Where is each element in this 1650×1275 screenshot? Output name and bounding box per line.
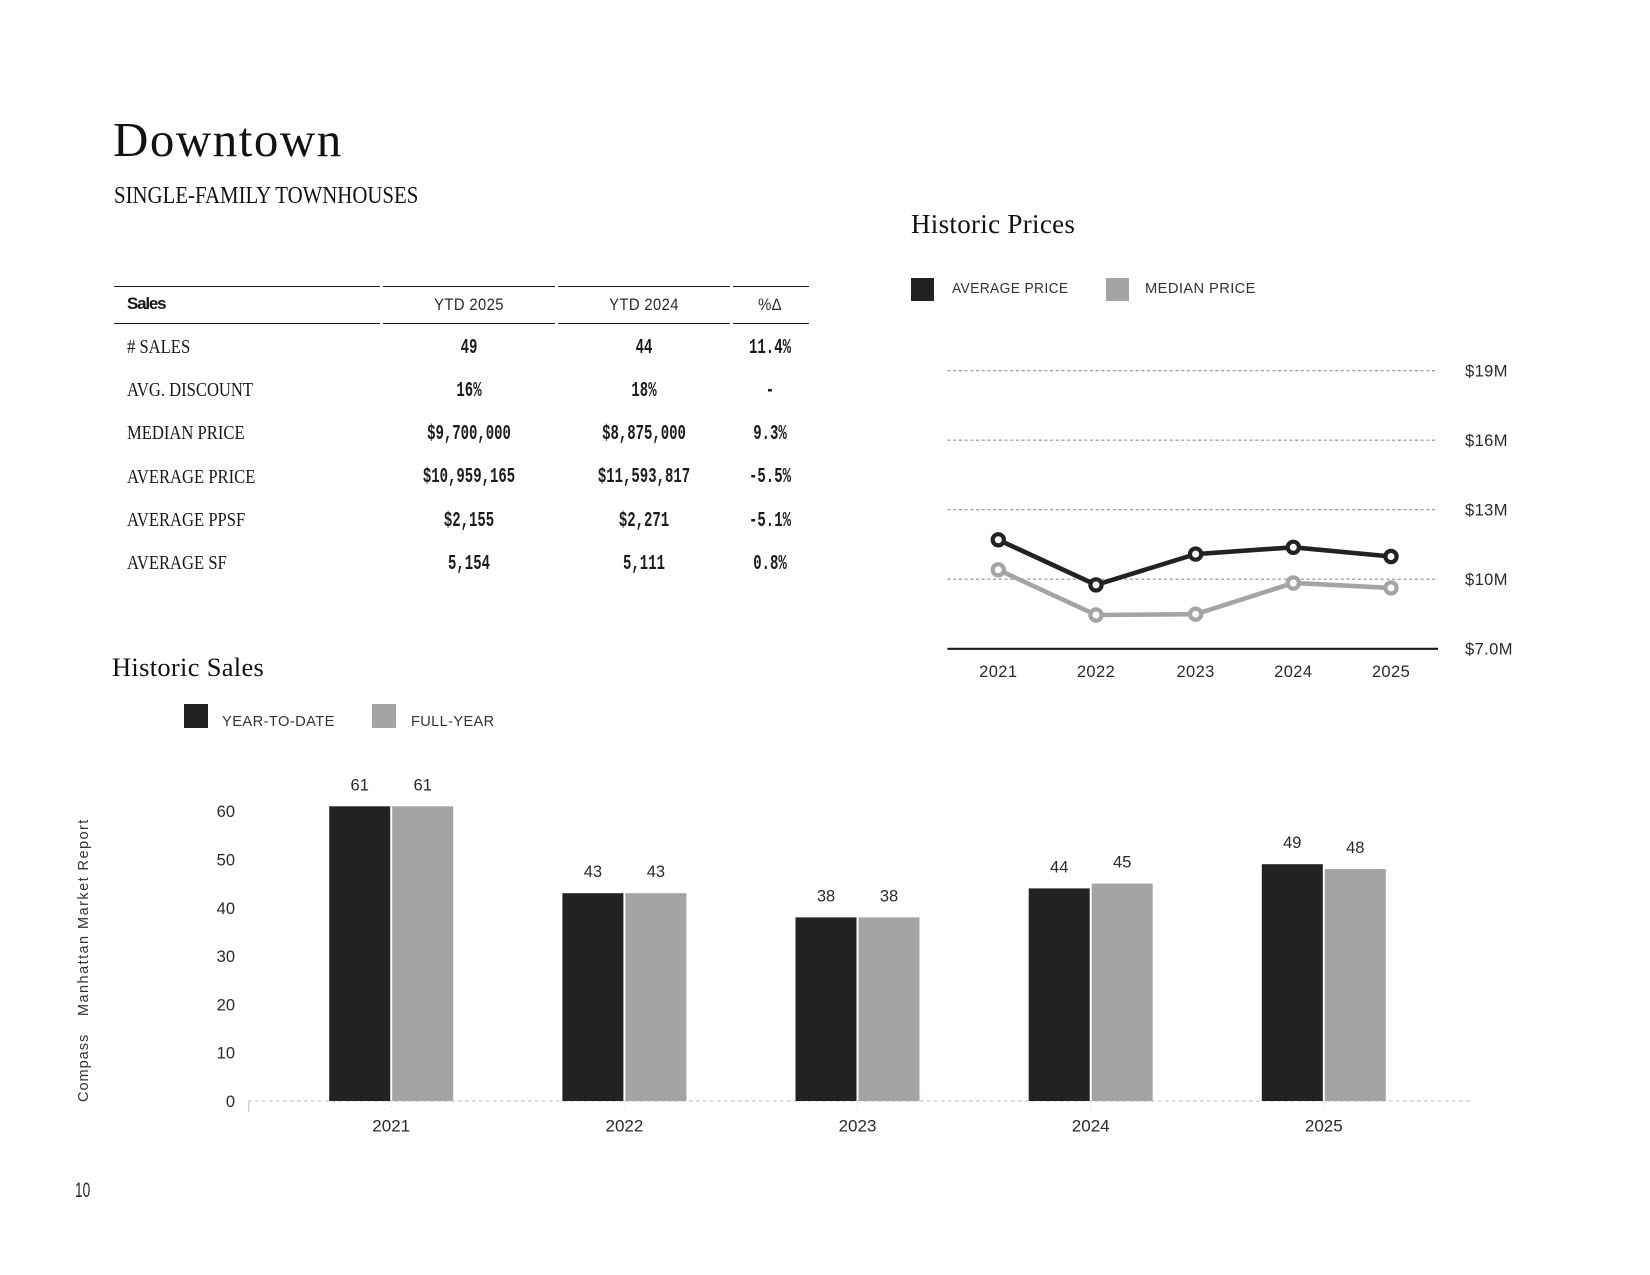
svg-text:50: 50 <box>217 852 235 870</box>
svg-text:61: 61 <box>414 776 432 794</box>
svg-text:30: 30 <box>217 948 235 966</box>
svg-text:2022: 2022 <box>1077 663 1115 681</box>
svg-text:43: 43 <box>584 863 602 881</box>
svg-text:49: 49 <box>1283 834 1301 852</box>
svg-text:44: 44 <box>1050 858 1068 876</box>
svg-text:38: 38 <box>817 887 835 905</box>
svg-text:20: 20 <box>217 996 235 1014</box>
svg-text:2025: 2025 <box>1305 1117 1343 1136</box>
svg-text:2022: 2022 <box>605 1117 643 1136</box>
svg-text:60: 60 <box>217 803 235 821</box>
svg-text:2023: 2023 <box>1176 663 1214 681</box>
svg-text:45: 45 <box>1113 854 1131 872</box>
svg-text:38: 38 <box>880 887 898 905</box>
svg-text:2021: 2021 <box>979 663 1017 681</box>
svg-text:40: 40 <box>217 900 235 918</box>
svg-text:$19M: $19M <box>1465 363 1508 381</box>
svg-text:2024: 2024 <box>1072 1117 1110 1136</box>
svg-text:2021: 2021 <box>372 1117 410 1136</box>
svg-text:$16M: $16M <box>1465 432 1508 450</box>
svg-text:61: 61 <box>351 776 369 794</box>
svg-text:$13M: $13M <box>1465 502 1508 520</box>
svg-text:0: 0 <box>226 1093 235 1111</box>
svg-text:2025: 2025 <box>1372 663 1410 681</box>
svg-text:$7.0M: $7.0M <box>1465 641 1513 659</box>
svg-text:48: 48 <box>1346 839 1364 857</box>
svg-text:$10M: $10M <box>1465 571 1508 589</box>
svg-text:2024: 2024 <box>1274 663 1312 681</box>
svg-text:10: 10 <box>217 1045 235 1063</box>
svg-text:2023: 2023 <box>839 1117 877 1136</box>
svg-text:43: 43 <box>647 863 665 881</box>
